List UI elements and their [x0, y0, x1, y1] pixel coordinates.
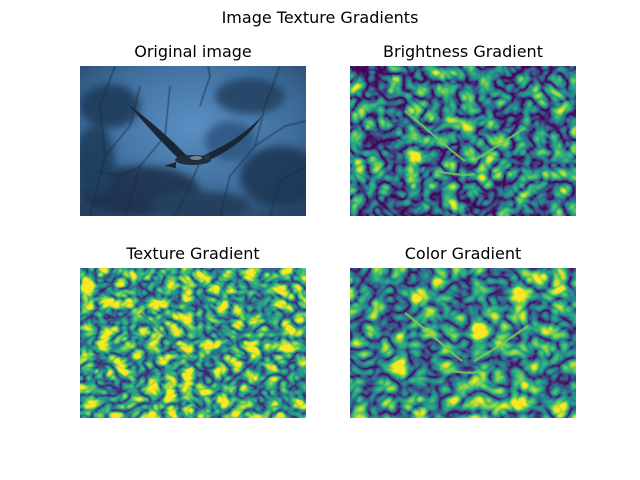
color-gradient-image [350, 268, 576, 418]
original-image [80, 66, 306, 216]
color-gradient-svg [350, 268, 576, 418]
panel-title-brightness: Brightness Gradient [383, 42, 543, 61]
panel-title-texture: Texture Gradient [126, 244, 260, 263]
brightness-gradient-svg [350, 66, 576, 216]
panel-title-color: Color Gradient [404, 244, 522, 263]
bird-shape [128, 104, 262, 168]
brightness-gradient-image [350, 66, 576, 216]
panel-title-original: Original image [134, 42, 252, 61]
texture-gradient-image [80, 268, 306, 418]
figure-title: Image Texture Gradients [221, 8, 419, 27]
original-photo-svg [80, 66, 306, 216]
texture-gradient-svg [80, 268, 306, 418]
